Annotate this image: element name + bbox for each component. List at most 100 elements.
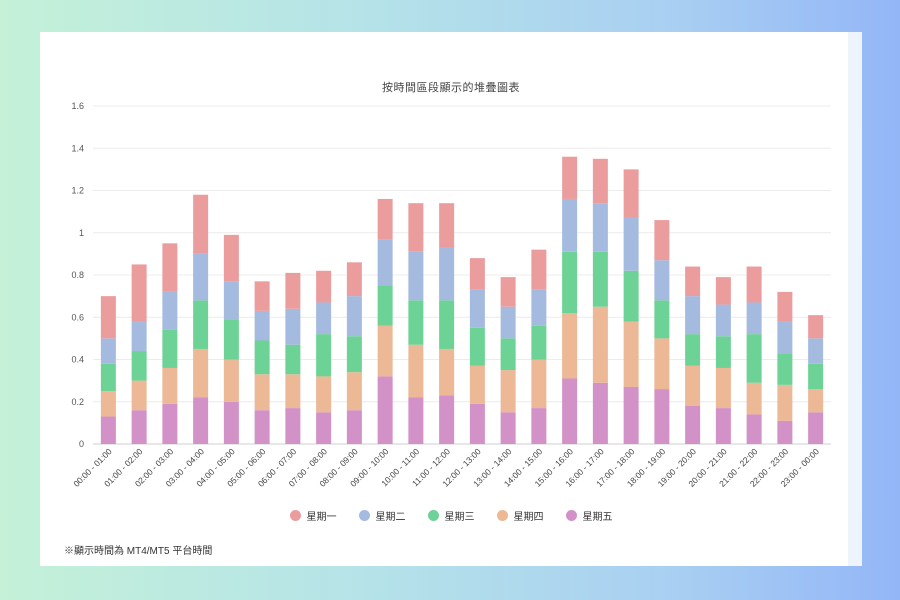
bar-segment: 星期五 02:00 - 03:00: 0.19 [162, 403, 178, 444]
bar-segment: 星期二 23:00 - 00:00: 0.12 [808, 338, 824, 364]
bar-segment: 星期二 18:00 - 19:00: 0.19 [654, 260, 670, 301]
bar-segment: 星期一 12:00 - 13:00: 0.15 [469, 258, 485, 290]
bar-segment: 星期三 06:00 - 07:00: 0.14 [285, 344, 301, 375]
legend-item-friday[interactable]: 星期五 [565, 508, 613, 523]
bar-segment: 星期一 05:00 - 06:00: 0.14 [254, 281, 270, 311]
legend-label-wednesday: 星期三 [444, 512, 475, 523]
legend-label-thursday: 星期四 [513, 512, 544, 523]
bar-segment: 星期二 11:00 - 12:00: 0.25 [439, 247, 455, 301]
bar-segment: 星期五 18:00 - 19:00: 0.26 [654, 389, 670, 444]
bar-segment: 星期四 08:00 - 09:00: 0.18 [346, 372, 362, 411]
bar-segment: 星期四 16:00 - 17:00: 0.36 [592, 306, 608, 383]
bar-segment: 星期三 05:00 - 06:00: 0.16 [254, 340, 270, 375]
bar-segment: 星期一 02:00 - 03:00: 0.23 [162, 243, 178, 292]
bar-segment: 星期五 19:00 - 20:00: 0.18 [685, 405, 701, 444]
y-tick-label: 0.2 [71, 397, 84, 407]
bar-segment: 星期三 22:00 - 23:00: 0.15 [777, 353, 793, 385]
bar-segment: 星期二 16:00 - 17:00: 0.23 [592, 203, 608, 252]
bar-segment: 星期五 22:00 - 23:00: 0.11 [777, 420, 793, 444]
bar-segment: 星期一 11:00 - 12:00: 0.21 [439, 203, 455, 248]
y-tick-label: 0 [79, 439, 84, 449]
bar-segment: 星期四 15:00 - 16:00: 0.31 [562, 313, 578, 379]
bar-segment: 星期五 11:00 - 12:00: 0.23 [439, 395, 455, 444]
bar-segment: 星期五 23:00 - 00:00: 0.15 [808, 412, 824, 444]
bar-segment: 星期一 04:00 - 05:00: 0.22 [223, 234, 239, 282]
y-tick-label: 1.2 [71, 186, 84, 196]
legend-label-friday: 星期五 [582, 512, 613, 523]
bar-segment: 星期二 09:00 - 10:00: 0.22 [377, 239, 393, 286]
bar-segment: 星期三 10:00 - 11:00: 0.21 [408, 300, 424, 345]
bar-segment: 星期一 10:00 - 11:00: 0.23 [408, 203, 424, 252]
bar-segment: 星期一 14:00 - 15:00: 0.19 [531, 249, 547, 290]
bar-segment: 星期四 01:00 - 02:00: 0.14 [131, 380, 147, 411]
bar-segment: 星期三 17:00 - 18:00: 0.24 [623, 270, 639, 322]
bar-segment: 星期二 13:00 - 14:00: 0.15 [500, 306, 516, 339]
bar-segment: 星期三 13:00 - 14:00: 0.15 [500, 338, 516, 371]
legend-swatch-wednesday [427, 510, 439, 521]
bar-segment: 星期三 03:00 - 04:00: 0.23 [193, 300, 209, 349]
bar-segment: 星期二 07:00 - 08:00: 0.15 [316, 302, 332, 335]
bar-segment: 星期三 11:00 - 12:00: 0.23 [439, 300, 455, 349]
bar-segment: 星期五 07:00 - 08:00: 0.15 [316, 412, 332, 444]
bar-segment: 星期一 22:00 - 23:00: 0.14 [777, 291, 793, 322]
bar-segment: 星期一 13:00 - 14:00: 0.14 [500, 277, 516, 307]
bar-segment: 星期三 02:00 - 03:00: 0.18 [162, 329, 178, 368]
bar-segment: 星期五 04:00 - 05:00: 0.2 [223, 401, 239, 444]
bar-segment: 星期四 12:00 - 13:00: 0.18 [469, 365, 485, 404]
bar-segment: 星期二 21:00 - 22:00: 0.15 [746, 302, 762, 335]
legend-swatch-monday [289, 510, 301, 521]
bar-segment: 星期一 18:00 - 19:00: 0.19 [654, 220, 670, 261]
bar-segment: 星期四 06:00 - 07:00: 0.16 [285, 374, 301, 409]
y-tick-label: 1.4 [71, 143, 84, 153]
bar-segment: 星期五 09:00 - 10:00: 0.32 [377, 376, 393, 444]
bar-segment: 星期一 09:00 - 10:00: 0.19 [377, 198, 393, 240]
bar-segment: 星期五 08:00 - 09:00: 0.16 [346, 410, 362, 444]
bar-segment: 星期一 17:00 - 18:00: 0.23 [623, 169, 639, 218]
bar-segment: 星期四 07:00 - 08:00: 0.17 [316, 376, 332, 413]
bar-segment: 星期四 20:00 - 21:00: 0.19 [715, 367, 731, 409]
bar-segment: 星期二 08:00 - 09:00: 0.19 [346, 296, 362, 337]
bars: 星期五 00:00 - 01:00: 0.13星期四 00:00 - 01:00… [100, 156, 824, 444]
bar-segment: 星期三 01:00 - 02:00: 0.14 [131, 351, 147, 381]
bar-segment: 星期一 16:00 - 17:00: 0.21 [592, 158, 608, 204]
bar-segment: 星期三 14:00 - 15:00: 0.16 [531, 325, 547, 360]
bar-segment: 星期五 05:00 - 06:00: 0.16 [254, 410, 270, 444]
bar-segment: 星期一 20:00 - 21:00: 0.13 [715, 277, 731, 305]
bar-segment: 星期四 11:00 - 12:00: 0.22 [439, 348, 455, 396]
bar-segment: 星期二 01:00 - 02:00: 0.14 [131, 321, 147, 352]
bar-segment: 星期四 23:00 - 00:00: 0.11 [808, 389, 824, 413]
bar-segment: 星期四 17:00 - 18:00: 0.31 [623, 321, 639, 387]
legend-item-thursday[interactable]: 星期四 [496, 508, 544, 523]
bar-segment: 星期一 15:00 - 16:00: 0.2 [562, 156, 578, 199]
bar-segment: 星期三 19:00 - 20:00: 0.15 [685, 334, 701, 366]
card-side-strip [848, 32, 862, 566]
bar-segment: 星期二 12:00 - 13:00: 0.18 [469, 289, 485, 328]
bar-segment: 星期四 05:00 - 06:00: 0.17 [254, 374, 270, 411]
bar-segment: 星期一 19:00 - 20:00: 0.14 [685, 266, 701, 297]
bar-segment: 星期一 23:00 - 00:00: 0.11 [808, 315, 824, 339]
bar-segment: 星期二 22:00 - 23:00: 0.15 [777, 321, 793, 354]
bar-segment: 星期三 04:00 - 05:00: 0.19 [223, 319, 239, 360]
bar-segment: 星期三 07:00 - 08:00: 0.2 [316, 334, 332, 377]
bar-segment: 星期五 06:00 - 07:00: 0.17 [285, 408, 301, 444]
bar-segment: 星期一 21:00 - 22:00: 0.17 [746, 266, 762, 303]
legend-label-monday: 星期一 [306, 512, 337, 523]
y-tick-label: 0.8 [71, 270, 84, 280]
bar-segment: 星期二 19:00 - 20:00: 0.18 [685, 296, 701, 335]
legend-item-tuesday[interactable]: 星期二 [358, 508, 406, 523]
bar-segment: 星期二 17:00 - 18:00: 0.25 [623, 217, 639, 271]
bar-segment: 星期一 06:00 - 07:00: 0.17 [285, 272, 301, 309]
legend-item-wednesday[interactable]: 星期三 [427, 508, 475, 523]
legend-swatch-tuesday [358, 510, 370, 521]
bar-segment: 星期二 05:00 - 06:00: 0.14 [254, 310, 270, 341]
bar-segment: 星期一 01:00 - 02:00: 0.27 [131, 264, 147, 322]
bar-segment: 星期五 20:00 - 21:00: 0.17 [715, 408, 731, 444]
bar-segment: 星期五 10:00 - 11:00: 0.22 [408, 397, 424, 444]
bar-segment: 星期二 15:00 - 16:00: 0.25 [562, 198, 578, 252]
bar-segment: 星期四 19:00 - 20:00: 0.19 [685, 365, 701, 406]
legend-label-tuesday: 星期二 [375, 512, 406, 523]
bar-segment: 星期四 04:00 - 05:00: 0.2 [223, 359, 239, 402]
legend-item-monday[interactable]: 星期一 [289, 508, 337, 523]
footnote: ※顯示時間為 MT4/MT5 平台時間 [64, 546, 213, 557]
